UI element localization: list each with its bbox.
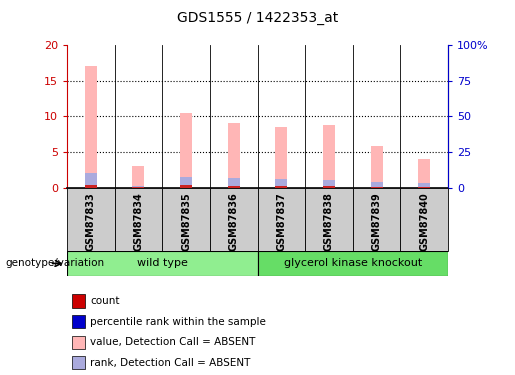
Bar bbox=[276, 127, 287, 188]
Bar bbox=[418, 159, 430, 188]
Text: GSM87835: GSM87835 bbox=[181, 193, 191, 251]
Bar bbox=[228, 178, 239, 188]
Bar bbox=[276, 179, 287, 188]
Bar bbox=[371, 146, 383, 188]
Bar bbox=[323, 186, 335, 188]
Text: glycerol kinase knockout: glycerol kinase knockout bbox=[284, 258, 422, 268]
Bar bbox=[228, 123, 239, 188]
Bar bbox=[132, 187, 144, 188]
Bar bbox=[180, 185, 192, 188]
Bar bbox=[401, 188, 448, 251]
Bar bbox=[132, 166, 144, 188]
Bar bbox=[371, 182, 383, 188]
Bar bbox=[132, 186, 144, 188]
Text: rank, Detection Call = ABSENT: rank, Detection Call = ABSENT bbox=[90, 358, 250, 368]
Text: GSM87838: GSM87838 bbox=[324, 193, 334, 252]
Bar bbox=[210, 188, 258, 251]
Bar bbox=[258, 188, 305, 251]
Bar bbox=[418, 183, 430, 188]
Text: count: count bbox=[90, 296, 119, 306]
Text: wild type: wild type bbox=[137, 258, 187, 268]
Text: genotype/variation: genotype/variation bbox=[5, 258, 104, 268]
Bar bbox=[85, 66, 97, 188]
Text: value, Detection Call = ABSENT: value, Detection Call = ABSENT bbox=[90, 338, 255, 347]
Bar bbox=[305, 188, 353, 251]
Bar bbox=[276, 186, 287, 188]
Bar bbox=[371, 187, 383, 188]
Text: GSM87837: GSM87837 bbox=[277, 193, 286, 251]
Text: percentile rank within the sample: percentile rank within the sample bbox=[90, 317, 266, 327]
Text: GSM87839: GSM87839 bbox=[372, 193, 382, 251]
Bar bbox=[85, 173, 97, 188]
Bar bbox=[323, 180, 335, 188]
Bar bbox=[114, 188, 162, 251]
Bar bbox=[418, 187, 430, 188]
Bar bbox=[228, 186, 239, 188]
Bar bbox=[85, 185, 97, 188]
Bar bbox=[162, 188, 210, 251]
Text: GSM87840: GSM87840 bbox=[419, 193, 429, 251]
Bar bbox=[353, 188, 401, 251]
Text: GSM87833: GSM87833 bbox=[86, 193, 96, 251]
Text: GDS1555 / 1422353_at: GDS1555 / 1422353_at bbox=[177, 11, 338, 25]
Bar bbox=[258, 251, 448, 276]
Text: GSM87834: GSM87834 bbox=[133, 193, 143, 251]
Text: GSM87836: GSM87836 bbox=[229, 193, 238, 251]
Bar bbox=[67, 188, 115, 251]
Bar bbox=[323, 125, 335, 188]
Bar bbox=[180, 177, 192, 188]
Bar bbox=[180, 112, 192, 188]
Bar bbox=[67, 251, 258, 276]
